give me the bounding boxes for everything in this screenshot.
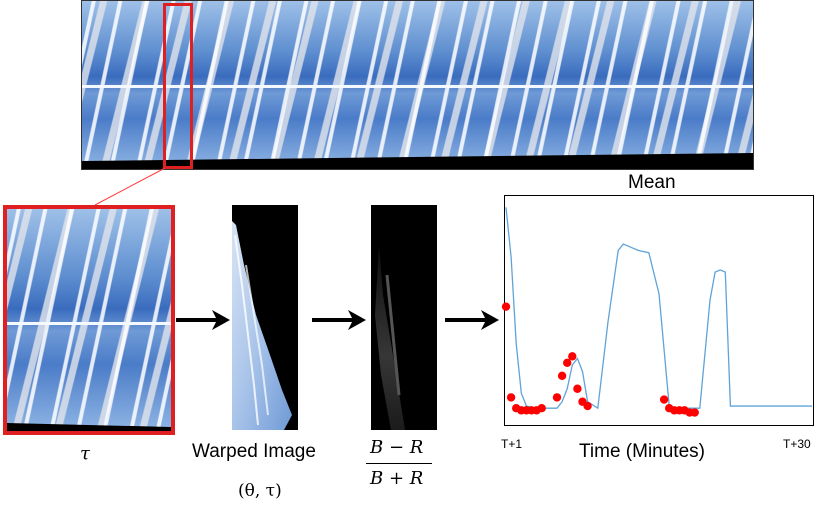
arrow-right-icon	[176, 310, 230, 330]
data-point	[563, 358, 572, 368]
data-point	[557, 371, 567, 380]
data-point	[659, 395, 669, 404]
panorama-bottom-shadow	[82, 153, 753, 169]
warped-image	[232, 205, 298, 430]
data-point	[506, 393, 516, 402]
data-point	[690, 408, 699, 417]
ratio-fraction-bar	[366, 463, 432, 464]
warped-image-subtitle: (θ, τ)	[238, 481, 282, 501]
tau-label: τ	[80, 443, 90, 464]
x-tick-label-start: T+1	[501, 437, 523, 451]
data-point	[573, 384, 582, 393]
panorama-horizon-line	[82, 85, 753, 88]
data-point	[583, 401, 592, 411]
zoomed-crop-image	[3, 205, 175, 435]
ratio-image	[371, 205, 437, 430]
arrow-right-icon	[312, 310, 366, 330]
data-point	[552, 393, 562, 402]
x-tick-label-end: T+30	[783, 437, 811, 451]
zoomed-horizon-line	[7, 322, 171, 325]
warped-image-title: Warped Image	[192, 441, 316, 462]
chart-title: Mean	[628, 172, 676, 193]
mean-chart	[501, 195, 814, 426]
ratio-numerator: B − R	[370, 437, 424, 458]
selection-box	[163, 3, 193, 169]
data-point	[501, 302, 511, 311]
arrow-right-icon	[445, 310, 499, 330]
data-point	[568, 352, 577, 361]
zoomed-bottom-shadow	[7, 423, 171, 431]
ratio-denominator: B + R	[370, 468, 424, 489]
x-axis-label: Time (Minutes)	[579, 441, 705, 462]
data-point	[537, 404, 546, 413]
panorama-image	[81, 0, 754, 170]
chart-plot-frame	[504, 195, 814, 426]
